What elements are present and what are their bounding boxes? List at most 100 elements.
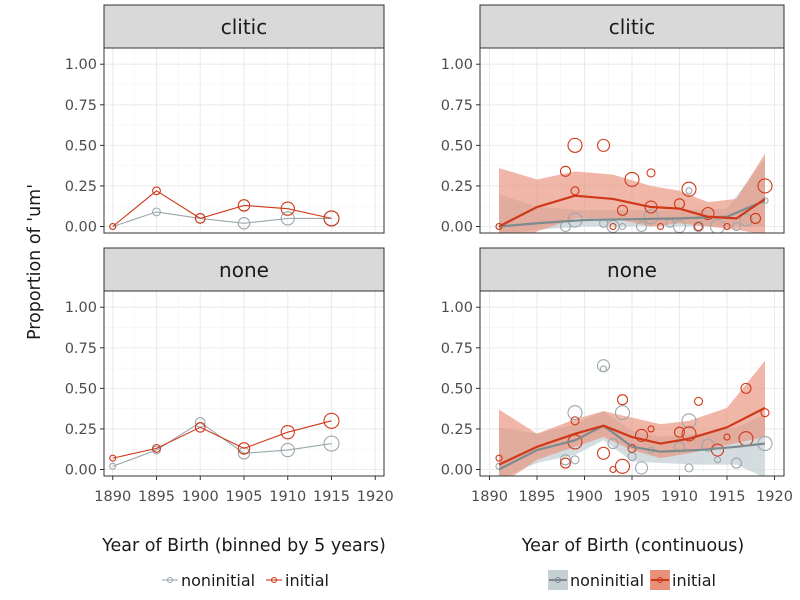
panel-border [479, 290, 785, 477]
data-point-initial [323, 210, 340, 227]
data-point-initial [567, 137, 583, 153]
smooth-line-initial [498, 406, 766, 466]
data-point-noninitial [713, 456, 722, 464]
facet-strip-label: none [219, 258, 269, 282]
data-point-noninitial [684, 463, 694, 473]
data-point-initial [194, 213, 206, 224]
data-point-noninitial [152, 207, 161, 217]
y-tick-label: 0.00 [65, 463, 97, 479]
data-point-initial [109, 454, 117, 462]
facet-strip [103, 4, 385, 49]
data-point-initial [616, 394, 629, 406]
data-point-initial [681, 426, 697, 442]
data-point-initial [693, 221, 704, 232]
data-point-noninitial [323, 435, 340, 452]
data-point-initial [646, 168, 656, 178]
data-point-noninitial [237, 217, 251, 230]
plot-area [495, 359, 773, 476]
y-tick-label: 0.50 [65, 381, 97, 397]
legend-left: noninitial initial [162, 571, 329, 590]
data-point-initial [693, 396, 704, 406]
data-point-initial [614, 458, 631, 474]
data-point-initial [559, 165, 572, 177]
y-axis-title: Proportion of 'um' [25, 184, 45, 340]
data-point-noninitial [618, 222, 627, 231]
legends: noninitial initial noninitial initial [162, 570, 716, 590]
data-point-noninitial [607, 437, 619, 450]
data-point-initial [701, 206, 715, 221]
plot-area [109, 186, 340, 231]
panel-border [103, 47, 385, 234]
data-point-initial [237, 199, 251, 212]
legend-label-noninitial: noninitial [570, 571, 644, 590]
data-point-noninitial [730, 457, 743, 469]
data-point-initial [616, 204, 629, 216]
legend-key-initial-point [656, 576, 664, 584]
x-tick-label: 1920 [756, 489, 793, 505]
data-point-noninitial [643, 209, 659, 225]
legend-key-noninitial-point [554, 576, 562, 584]
panel-3: none 0.00 0.25 0.50 0.75 1.00 1890 1895 1900 1905… [441, 247, 793, 505]
data-point-noninitial [599, 365, 608, 373]
y-tick-label: 0.25 [441, 179, 473, 195]
data-point-initial [280, 201, 295, 216]
x-tick-label: 1905 [614, 489, 651, 505]
y-tick-label: 1.00 [65, 57, 97, 73]
data-point-initial [723, 222, 731, 231]
data-point-noninitial [681, 413, 697, 429]
x-tick-label: 1890 [471, 489, 508, 505]
y-tick-label: 0.25 [441, 422, 473, 438]
y-tick-label: 0.75 [65, 98, 97, 114]
data-point-noninitial [109, 462, 117, 470]
panel-2: none 0.00 0.25 0.50 0.75 1.00 1890 1895 1900 1905… [65, 247, 394, 505]
facet-strip-label: none [607, 258, 657, 282]
plot-area [495, 137, 773, 233]
data-point-noninitial [739, 213, 753, 227]
y-tick-label: 0.00 [441, 463, 473, 479]
facet-strip [479, 4, 785, 49]
plot-area [109, 412, 340, 470]
facet-panels: clitic 0.00 0.25 0.50 0.75 1.00 clitic 0.00 0.25… [65, 4, 793, 505]
data-point-initial [237, 442, 251, 455]
data-point-noninitial [692, 220, 705, 233]
data-point-initial [495, 454, 503, 462]
data-point-initial [757, 178, 773, 194]
data-point-initial [624, 171, 640, 187]
y-tick-label: 0.75 [441, 98, 473, 114]
data-point-noninitial [280, 442, 295, 458]
data-point-noninitial [567, 405, 583, 421]
data-point-noninitial [634, 461, 649, 475]
legend-label-initial: initial [672, 571, 716, 590]
data-point-noninitial [685, 187, 693, 195]
data-point-initial [323, 412, 340, 429]
x-tick-label: 1900 [566, 489, 603, 505]
data-point-initial [710, 443, 725, 457]
x-tick-label: 1910 [269, 489, 306, 505]
facet-strip [479, 247, 785, 292]
data-point-noninitial [570, 455, 580, 465]
facet-strip [103, 247, 385, 292]
data-point-noninitial [280, 211, 295, 226]
data-point-initial [280, 425, 295, 440]
series-line-noninitial [112, 211, 332, 228]
legend-right: noninitial initial [548, 570, 716, 590]
x-tick-label: 1905 [226, 489, 263, 505]
legend-key-initial-point [270, 576, 278, 584]
panel-0: clitic 0.00 0.25 0.50 0.75 1.00 [65, 4, 385, 236]
x-tick-label: 1890 [94, 489, 131, 505]
data-point-initial [656, 222, 665, 231]
data-point-noninitial [731, 221, 742, 232]
data-point-initial [596, 446, 611, 460]
x-tick-label: 1895 [519, 489, 556, 505]
y-tick-label: 1.00 [441, 57, 473, 73]
x-tick-label: 1915 [313, 489, 350, 505]
panel-border [103, 290, 385, 477]
data-point-initial [749, 212, 762, 224]
y-tick-label: 0.25 [65, 179, 97, 195]
smooth-line-initial [498, 194, 766, 228]
legend-key-noninitial-point [166, 576, 174, 584]
data-point-initial [723, 433, 731, 441]
y-tick-label: 0.75 [441, 341, 473, 357]
data-point-noninitial [635, 220, 648, 233]
